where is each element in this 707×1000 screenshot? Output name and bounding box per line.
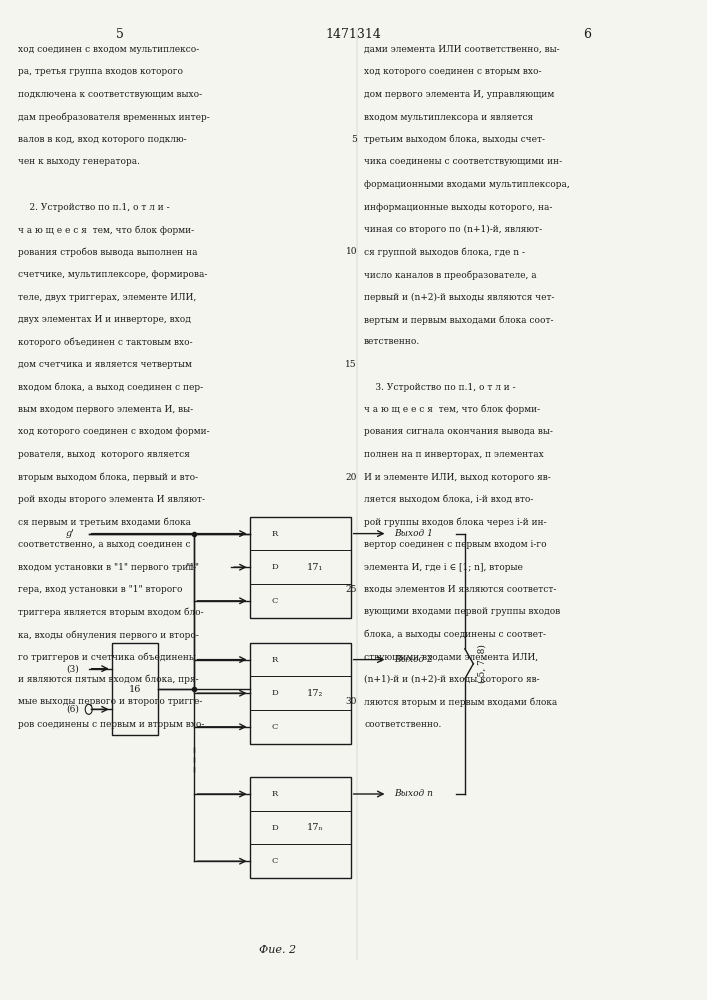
- Text: входом блока, а выход соединен с пер-: входом блока, а выход соединен с пер-: [18, 383, 203, 392]
- Text: го триггеров и счетчика объединены: го триггеров и счетчика объединены: [18, 652, 196, 662]
- Text: чика соединены с соответствующими ин-: чика соединены с соответствующими ин-: [364, 157, 562, 166]
- Text: третьим выходом блока, выходы счет-: третьим выходом блока, выходы счет-: [364, 135, 545, 144]
- Text: элемента И, где i ∈ [1; n], вторые: элемента И, где i ∈ [1; n], вторые: [364, 562, 523, 572]
- Text: 20: 20: [346, 473, 357, 482]
- Text: ствующими входами элемента ИЛИ,: ствующими входами элемента ИЛИ,: [364, 652, 538, 662]
- Text: дами элемента ИЛИ соответственно, вы-: дами элемента ИЛИ соответственно, вы-: [364, 45, 560, 54]
- Text: рой группы входов блока через i-й ин-: рой группы входов блока через i-й ин-: [364, 518, 547, 527]
- Text: дам преобразователя временных интер-: дам преобразователя временных интер-: [18, 112, 209, 122]
- Text: которого объединен с тактовым вхо-: которого объединен с тактовым вхо-: [18, 338, 192, 347]
- Text: C: C: [271, 723, 278, 731]
- Text: ка, входы обнуления первого и второ-: ка, входы обнуления первого и второ-: [18, 630, 199, 640]
- Text: чиная со второго по (n+1)-й, являют-: чиная со второго по (n+1)-й, являют-: [364, 225, 542, 234]
- Text: дом первого элемента И, управляющим: дом первого элемента И, управляющим: [364, 90, 554, 99]
- Text: гера, вход установки в "1" второго: гера, вход установки в "1" второго: [18, 585, 182, 594]
- Text: подключена к соответствующим выхо-: подключена к соответствующим выхо-: [18, 90, 201, 99]
- Text: триггера является вторым входом бло-: триггера является вторым входом бло-: [18, 608, 204, 617]
- Text: и являются пятым входом блока, пря-: и являются пятым входом блока, пря-: [18, 675, 198, 685]
- Text: D: D: [271, 563, 279, 571]
- Text: чен к выходу генератора.: чен к выходу генератора.: [18, 157, 140, 166]
- Text: ров соединены с первым и вторым вхо-: ров соединены с первым и вторым вхо-: [18, 720, 204, 729]
- Text: И и элементе ИЛИ, выход которого яв-: И и элементе ИЛИ, выход которого яв-: [364, 473, 551, 482]
- Text: 25: 25: [346, 585, 357, 594]
- Text: ход соединен с входом мультиплексо-: ход соединен с входом мультиплексо-: [18, 45, 199, 54]
- Text: 17ₙ: 17ₙ: [307, 823, 324, 832]
- Text: 3. Устройство по п.1, о т л и -: 3. Устройство по п.1, о т л и -: [364, 383, 515, 392]
- Text: валов в код, вход которого подклю-: валов в код, вход которого подклю-: [18, 135, 187, 144]
- Bar: [250, 517, 351, 618]
- Text: Фие. 2: Фие. 2: [259, 945, 296, 955]
- Text: ч а ю щ е е с я  тем, что блок форми-: ч а ю щ е е с я тем, что блок форми-: [18, 225, 194, 235]
- Text: (6): (6): [66, 705, 78, 714]
- Text: Выход 2: Выход 2: [395, 655, 433, 664]
- Text: R: R: [271, 790, 278, 798]
- Text: полнен на п инверторах, п элементах: полнен на п инверторах, п элементах: [364, 450, 544, 459]
- Text: входом установки в "1" первого триг-: входом установки в "1" первого триг-: [18, 562, 196, 572]
- Text: (n+1)-й и (n+2)-й входы которого яв-: (n+1)-й и (n+2)-й входы которого яв-: [364, 675, 539, 684]
- Text: вторым выходом блока, первый и вто-: вторым выходом блока, первый и вто-: [18, 473, 198, 482]
- Text: формационными входами мультиплексора,: формационными входами мультиплексора,: [364, 180, 570, 189]
- Text: 30: 30: [346, 698, 357, 706]
- Text: ветственно.: ветственно.: [364, 338, 421, 347]
- Text: 2. Устройство по п.1, о т л и -: 2. Устройство по п.1, о т л и -: [18, 202, 169, 212]
- Text: счетчике, мультиплексоре, формирова-: счетчике, мультиплексоре, формирова-: [18, 270, 207, 279]
- Text: рования стробов вывода выполнен на: рования стробов вывода выполнен на: [18, 247, 197, 257]
- Text: входом мультиплексора и является: входом мультиплексора и является: [364, 112, 533, 121]
- Text: R: R: [271, 656, 278, 664]
- Bar: [112, 643, 158, 735]
- Text: двух элементах И и инверторе, вход: двух элементах И и инверторе, вход: [18, 315, 191, 324]
- Text: ч а ю щ е е с я  тем, что блок форми-: ч а ю щ е е с я тем, что блок форми-: [364, 405, 540, 414]
- Text: ра, третья группа входов которого: ра, третья группа входов которого: [18, 68, 182, 77]
- Text: ся первым и третьим входами блока: ся первым и третьим входами блока: [18, 518, 191, 527]
- Text: ляется выходом блока, i-й вход вто-: ляется выходом блока, i-й вход вто-: [364, 495, 534, 504]
- Text: D: D: [271, 824, 279, 832]
- Text: первый и (n+2)-й выходы являются чет-: первый и (n+2)-й выходы являются чет-: [364, 292, 554, 302]
- Text: (3): (3): [66, 664, 78, 673]
- Text: ляются вторым и первым входами блока: ляются вторым и первым входами блока: [364, 698, 557, 707]
- Text: "1": "1": [185, 563, 199, 572]
- Text: 6: 6: [583, 28, 591, 41]
- Text: ход которого соединен с вторым вхо-: ход которого соединен с вторым вхо-: [364, 68, 542, 77]
- Text: D: D: [271, 689, 279, 697]
- Text: входы элементов И являются соответст-: входы элементов И являются соответст-: [364, 585, 556, 594]
- Text: блока, а выходы соединены с соответ-: блока, а выходы соединены с соответ-: [364, 630, 546, 639]
- Text: Выход n: Выход n: [395, 790, 433, 798]
- Text: 17₁: 17₁: [307, 563, 324, 572]
- Text: соответственно.: соответственно.: [364, 720, 441, 729]
- Text: рой входы второго элемента И являют-: рой входы второго элемента И являют-: [18, 495, 204, 504]
- Text: теле, двух триггерах, элементе ИЛИ,: теле, двух триггерах, элементе ИЛИ,: [18, 292, 196, 302]
- Text: 16: 16: [129, 684, 141, 694]
- Text: соответственно, а выход соединен с: соответственно, а выход соединен с: [18, 540, 190, 549]
- Text: вертым и первым выходами блока соот-: вертым и первым выходами блока соот-: [364, 315, 554, 325]
- Bar: [250, 777, 351, 878]
- Text: мые выходы первого и второго тригге-: мые выходы первого и второго тригге-: [18, 698, 202, 706]
- Text: C: C: [271, 857, 278, 865]
- Text: вующими входами первой группы входов: вующими входами первой группы входов: [364, 608, 561, 616]
- Text: число каналов в преобразователе, а: число каналов в преобразователе, а: [364, 270, 537, 279]
- Bar: [250, 643, 351, 744]
- Text: 1471314: 1471314: [325, 28, 382, 41]
- Text: информационные выходы которого, на-: информационные выходы которого, на-: [364, 202, 552, 212]
- Text: g': g': [66, 529, 75, 538]
- Text: рования сигнала окончания вывода вы-: рования сигнала окончания вывода вы-: [364, 428, 553, 436]
- Text: ход которого соединен с входом форми-: ход которого соединен с входом форми-: [18, 428, 209, 436]
- Text: рователя, выход  которого является: рователя, выход которого является: [18, 450, 189, 459]
- Text: R: R: [271, 530, 278, 538]
- Text: ся группой выходов блока, где n -: ся группой выходов блока, где n -: [364, 247, 525, 257]
- Text: 17₂: 17₂: [307, 689, 323, 698]
- Text: 15: 15: [346, 360, 357, 369]
- Text: вертор соединен с первым входом i-го: вертор соединен с первым входом i-го: [364, 540, 547, 549]
- Text: C: C: [271, 597, 278, 605]
- Text: 5: 5: [351, 135, 357, 144]
- Text: вым входом первого элемента И, вы-: вым входом первого элемента И, вы-: [18, 405, 193, 414]
- Text: 10: 10: [346, 247, 357, 256]
- Text: ( 5, 7, 8): ( 5, 7, 8): [477, 644, 486, 683]
- Text: 5: 5: [116, 28, 124, 41]
- Text: Выход 1: Выход 1: [395, 529, 433, 538]
- Text: дом счетчика и является четвертым: дом счетчика и является четвертым: [18, 360, 192, 369]
